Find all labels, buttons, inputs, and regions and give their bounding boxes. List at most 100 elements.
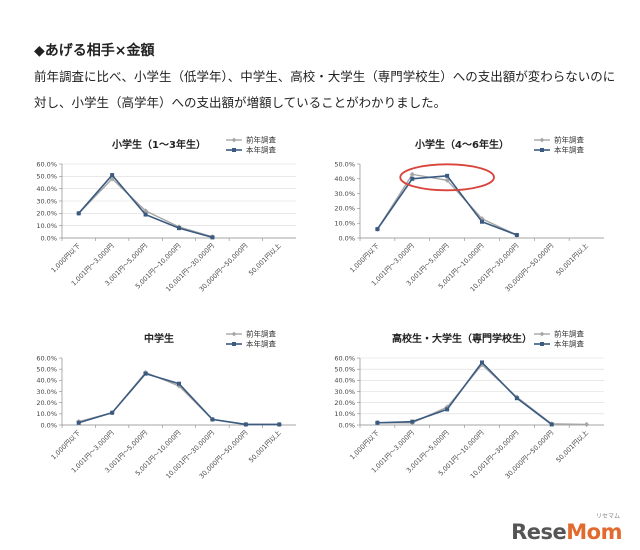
y-tick-label: 10.0% (36, 410, 57, 418)
logo-text-accent: Mom (566, 520, 622, 544)
data-point-current (243, 422, 248, 427)
y-tick-label: 60.0% (36, 160, 57, 168)
data-point-current (514, 233, 519, 238)
y-tick-label: 30.0% (334, 190, 355, 198)
y-tick-label: 20.0% (334, 399, 355, 407)
y-tick-label: 10.0% (334, 410, 355, 418)
data-point-previous (409, 171, 415, 177)
data-point-current (143, 371, 148, 376)
legend-marker (232, 342, 236, 346)
y-tick-label: 10.0% (36, 222, 57, 230)
legend-marker (540, 148, 544, 152)
y-tick-label: 30.0% (36, 197, 57, 205)
legend-marker (540, 342, 544, 346)
data-point-current (514, 396, 519, 401)
chart-svg: 小学生（4～6年生） 0.0% 10.0% 20.0% 30.0% 40.0% 50.0% 1… (334, 135, 604, 293)
data-point-current (277, 422, 282, 427)
section-heading: ◆あげる相手×金額 (34, 43, 155, 59)
description-text: 前年調査に比べ、小学生（低学年）、中学生、高校・大学生（専門学校生）への支出額が… (34, 69, 616, 110)
y-tick-label: 60.0% (36, 354, 57, 362)
legend-label: 前年調査 (554, 135, 584, 145)
series-line-previous (78, 177, 213, 238)
y-tick-label: 30.0% (334, 388, 355, 396)
chart-title: 高校生・大学生（専門学校生） (392, 332, 532, 345)
y-tick-label: 40.0% (334, 377, 355, 385)
y-tick-label: 10.0% (334, 220, 355, 228)
data-point-current (410, 419, 415, 424)
series-line-current (78, 173, 213, 239)
resemom-logo: ReseMom (511, 520, 622, 544)
legend-label: 本年調査 (246, 145, 276, 155)
legend-marker (231, 137, 237, 143)
x-tick-label: 50,001円以上 (554, 241, 591, 278)
y-tick-label: 20.0% (36, 210, 57, 218)
series-line-previous (78, 371, 280, 426)
legend-marker (231, 331, 237, 337)
x-tick-label: 50,001円以上 (246, 428, 283, 465)
data-point-current (210, 235, 215, 240)
chart-elementary-lower: 小学生（1～3年生） 0.0% 10.0% 20.0% 30.0% 40.0% 50.0% 6… (20, 128, 310, 310)
data-point-current (177, 381, 181, 386)
chart-svg: 高校生・大学生（専門学校生） 0.0% 10.0% 20.0% 30.0% 40.0% 50… (334, 329, 604, 480)
y-tick-label: 0.0% (40, 421, 57, 429)
chart-elementary-upper: 小学生（4～6年生） 0.0% 10.0% 20.0% 30.0% 40.0% 50.0% 1… (318, 128, 618, 310)
data-point-current (110, 410, 115, 415)
y-tick-label: 40.0% (36, 185, 57, 193)
chart-svg: 小学生（1～3年生） 0.0% 10.0% 20.0% 30.0% 40.0% 50.0% 6… (36, 135, 296, 293)
data-point-current (480, 360, 484, 365)
series-line-current (377, 361, 553, 426)
series-line-current (376, 175, 518, 236)
data-point-current (76, 211, 81, 216)
data-point-current (549, 422, 554, 427)
x-tick-label: 1,000円以下 (50, 241, 83, 274)
data-point-current (445, 173, 450, 178)
series-line-current (78, 372, 280, 426)
legend-label: 前年調査 (246, 135, 276, 145)
chart-title: 中学生 (144, 332, 174, 345)
data-point-previous (583, 421, 590, 428)
y-tick-label: 50.0% (334, 365, 355, 373)
legend-marker (539, 331, 545, 337)
y-tick-label: 0.0% (338, 421, 355, 429)
highlight-circle (399, 163, 495, 192)
data-point-current (143, 212, 148, 217)
chart-title: 小学生（1～3年生） (111, 138, 206, 151)
y-tick-label: 0.0% (40, 234, 57, 242)
data-point-previous (444, 404, 450, 410)
y-tick-label: 40.0% (334, 175, 355, 183)
data-point-current (410, 176, 415, 181)
y-tick-label: 50.0% (36, 173, 57, 181)
series-line-previous (377, 363, 587, 426)
y-tick-label: 0.0% (338, 234, 355, 242)
y-tick-label: 20.0% (36, 399, 57, 407)
x-tick-label: 1,000円以下 (50, 428, 83, 461)
chart-junior-high: 中学生 0.0% 10.0% 20.0% 30.0% 40.0% 50.0% 60.0% 1,0… (20, 322, 310, 497)
chart-title: 小学生（4～6年生） (414, 138, 509, 151)
data-point-current (445, 407, 450, 412)
x-tick-label: 50,001円以上 (554, 428, 591, 465)
legend-label: 前年調査 (246, 329, 276, 339)
data-point-current (177, 226, 181, 231)
series-line-previous (376, 173, 518, 236)
y-tick-label: 30.0% (36, 388, 57, 396)
chart-svg: 中学生 0.0% 10.0% 20.0% 30.0% 40.0% 50.0% 60.0% 1,0… (36, 329, 296, 480)
y-tick-label: 50.0% (334, 160, 355, 168)
data-point-previous (444, 177, 450, 183)
logo-text-main: Rese (511, 520, 567, 544)
chart-high-school-university: 高校生・大学生（専門学校生） 0.0% 10.0% 20.0% 30.0% 40.0% 50… (318, 322, 618, 497)
legend-marker (232, 148, 236, 152)
y-tick-label: 40.0% (36, 377, 57, 385)
legend-marker (539, 137, 545, 143)
legend-label: 本年調査 (246, 339, 276, 349)
data-point-current (375, 420, 380, 425)
legend-label: 本年調査 (554, 339, 584, 349)
legend-label: 前年調査 (554, 329, 584, 339)
x-tick-label: 1,000円以下 (348, 241, 381, 274)
data-point-current (76, 420, 81, 425)
logo-subtext: リセマム (595, 513, 620, 520)
data-point-current (480, 219, 484, 224)
x-tick-label: 50,001円以上 (246, 241, 283, 278)
x-tick-label: 1,000円以下 (348, 428, 381, 461)
y-tick-label: 20.0% (334, 205, 355, 213)
legend-label: 本年調査 (554, 145, 584, 155)
